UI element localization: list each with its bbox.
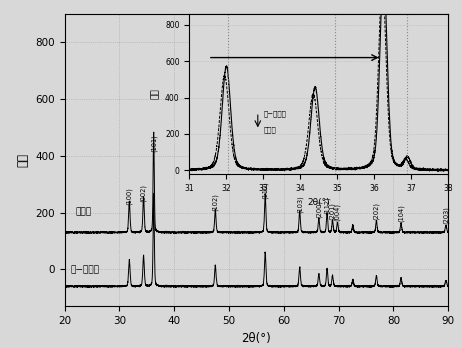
Text: (002): (002)	[140, 184, 147, 202]
X-axis label: 2θ(°): 2θ(°)	[308, 198, 330, 207]
Text: (203): (203)	[443, 206, 449, 224]
Y-axis label: 强度: 强度	[17, 153, 30, 167]
Text: 氧化锌: 氧化锌	[76, 207, 92, 216]
Y-axis label: 强度: 强度	[151, 89, 159, 99]
Text: (110): (110)	[262, 182, 268, 199]
X-axis label: 2θ(°): 2θ(°)	[242, 332, 271, 345]
Text: (200): (200)	[316, 200, 322, 218]
Text: (112): (112)	[324, 197, 330, 214]
Text: (202): (202)	[373, 202, 380, 220]
Text: 钙−氧化锌: 钙−氧化锌	[263, 111, 286, 117]
Text: (104): (104)	[398, 204, 404, 222]
Text: (201): (201)	[329, 202, 336, 220]
Text: (004): (004)	[334, 203, 341, 221]
Text: 钙−氧化锌: 钙−氧化锌	[70, 266, 99, 275]
Text: 氧化锌: 氧化锌	[263, 126, 276, 133]
Text: (103): (103)	[297, 195, 303, 213]
Text: (101): (101)	[151, 135, 157, 152]
Text: (100): (100)	[126, 187, 133, 205]
Text: (102): (102)	[212, 193, 219, 212]
